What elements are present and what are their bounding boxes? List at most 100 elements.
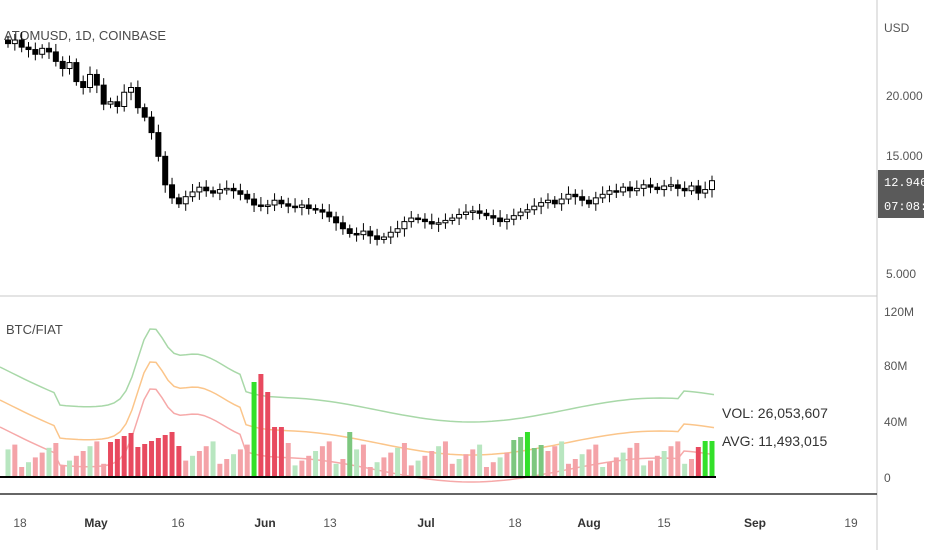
candle — [251, 193, 258, 212]
candle-body-up — [66, 62, 73, 70]
volume-bar — [306, 455, 312, 477]
candle-body-down — [695, 185, 702, 194]
price-tick: 20.000 — [886, 89, 923, 103]
volume-bar — [401, 443, 407, 477]
volume-tick: 80M — [884, 359, 907, 373]
candle-body-up — [688, 185, 695, 192]
volume-tick: 120M — [884, 305, 914, 319]
date-tick: May — [84, 516, 108, 530]
volume-bar — [408, 465, 414, 477]
volume-bar — [149, 441, 155, 477]
candle-body-down — [141, 107, 148, 118]
volume-bar — [155, 438, 161, 477]
candle — [565, 186, 572, 205]
volume-bar — [641, 465, 647, 477]
candle — [141, 103, 148, 122]
candle — [196, 182, 203, 200]
candle — [531, 198, 538, 215]
volume-bar — [565, 463, 571, 477]
date-tick: Jun — [254, 516, 275, 530]
volume-bar — [620, 452, 626, 477]
volume-bar — [272, 427, 278, 477]
candle — [517, 207, 524, 220]
candle — [709, 175, 715, 198]
candle-body-down — [681, 187, 688, 192]
candle — [421, 213, 428, 229]
candle-body-down — [367, 230, 374, 237]
candle — [661, 179, 668, 197]
volume-bar — [354, 449, 360, 477]
time-axis: 18 May 16 Jun 13 Jul 18 Aug 15 Sep 19 — [13, 516, 858, 530]
volume-bar — [313, 451, 319, 477]
candle-body-down — [626, 186, 633, 192]
candle — [134, 80, 141, 114]
candle — [333, 211, 340, 231]
price-tick: 15.000 — [886, 149, 923, 163]
volume-bar — [531, 448, 537, 477]
candle — [620, 183, 627, 197]
volume-bar — [53, 443, 59, 477]
volume-bar — [360, 444, 366, 477]
candle-body-up — [565, 193, 572, 200]
volume-bar — [545, 451, 551, 477]
indicator-title: BTC/FIAT — [6, 322, 63, 337]
candle — [476, 203, 483, 220]
candle — [257, 197, 264, 212]
candle — [216, 183, 223, 201]
candle-body-down — [257, 204, 264, 207]
candle — [285, 197, 292, 214]
volume-bar — [654, 455, 660, 477]
volume-bar — [661, 451, 667, 477]
candle-body-down — [278, 199, 285, 205]
date-tick: 19 — [844, 516, 858, 530]
candle-body-down — [415, 217, 422, 221]
candle-body-down — [203, 186, 210, 192]
candle-body-down — [175, 197, 182, 205]
candle-body-down — [305, 204, 312, 210]
candle-body-up — [216, 189, 223, 194]
candle — [244, 190, 251, 204]
volume-bar — [347, 432, 353, 477]
candle-body-down — [312, 208, 319, 211]
candle-body-up — [39, 47, 46, 55]
volume-bar — [695, 447, 701, 477]
candle-body-up — [503, 218, 510, 223]
candle — [503, 214, 510, 230]
symbol-title: ATOMUSD, 1D, COINBASE — [4, 28, 166, 43]
candle-body-down — [46, 47, 53, 53]
volume-bar — [613, 457, 619, 477]
candle-body-down — [326, 211, 333, 218]
candle — [572, 189, 579, 205]
volume-bar — [593, 444, 599, 477]
volume-bar — [319, 446, 325, 477]
candle — [599, 186, 606, 203]
candle — [538, 197, 545, 215]
candle-body-up — [462, 211, 469, 215]
volume-bar — [210, 441, 216, 477]
volume-bar — [32, 457, 38, 477]
volume-bar — [231, 454, 237, 477]
candle — [93, 69, 100, 94]
candle-body-up — [456, 213, 463, 219]
volume-bar — [572, 459, 578, 477]
candle — [169, 177, 176, 204]
volume-bar — [135, 447, 141, 477]
candle-body-down — [59, 60, 66, 70]
volume-bar — [442, 441, 448, 477]
candle — [647, 177, 654, 194]
volume-bar — [12, 444, 18, 477]
date-tick: 13 — [323, 516, 337, 530]
candle — [298, 199, 305, 216]
candle — [585, 196, 592, 208]
candle — [613, 183, 620, 198]
candle-body-down — [5, 39, 11, 45]
candle-body-down — [80, 81, 87, 89]
candle — [319, 203, 326, 220]
candle-body-down — [353, 232, 360, 236]
volume-bar — [285, 443, 291, 477]
candle — [264, 199, 271, 215]
candle-body-down — [93, 73, 100, 86]
candle — [510, 208, 517, 226]
volume-tick: 0 — [884, 471, 891, 485]
candle-body-up — [592, 197, 599, 205]
